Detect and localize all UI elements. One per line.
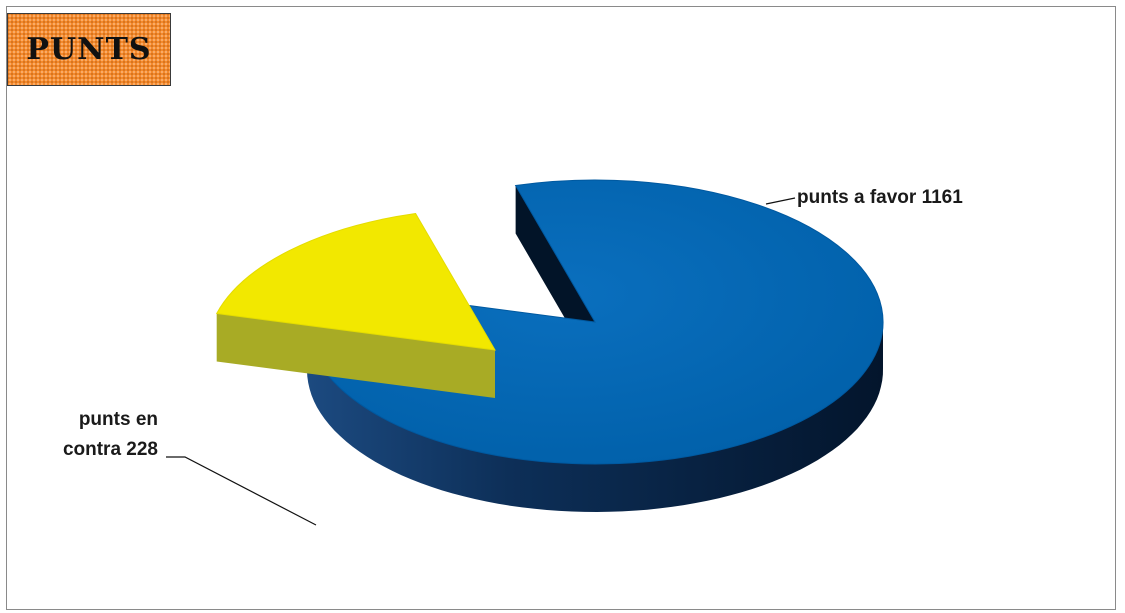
chart-frame <box>6 6 1116 610</box>
slice-side-0-0 <box>307 320 883 512</box>
chart-title: PUNTS <box>26 32 152 67</box>
slice-top-0 <box>306 179 884 465</box>
slice-label-0-0: punts a favor 1161 <box>797 187 963 208</box>
title-box: PUNTS <box>7 13 171 86</box>
slice-top-1 <box>215 212 496 351</box>
slice-label-1-1: contra 228 <box>63 439 158 460</box>
slice-wall-start-1 <box>216 313 495 398</box>
leader-line-1 <box>166 456 317 526</box>
leader-line-0 <box>765 197 796 205</box>
slice-label-1-0: punts en <box>79 409 158 430</box>
